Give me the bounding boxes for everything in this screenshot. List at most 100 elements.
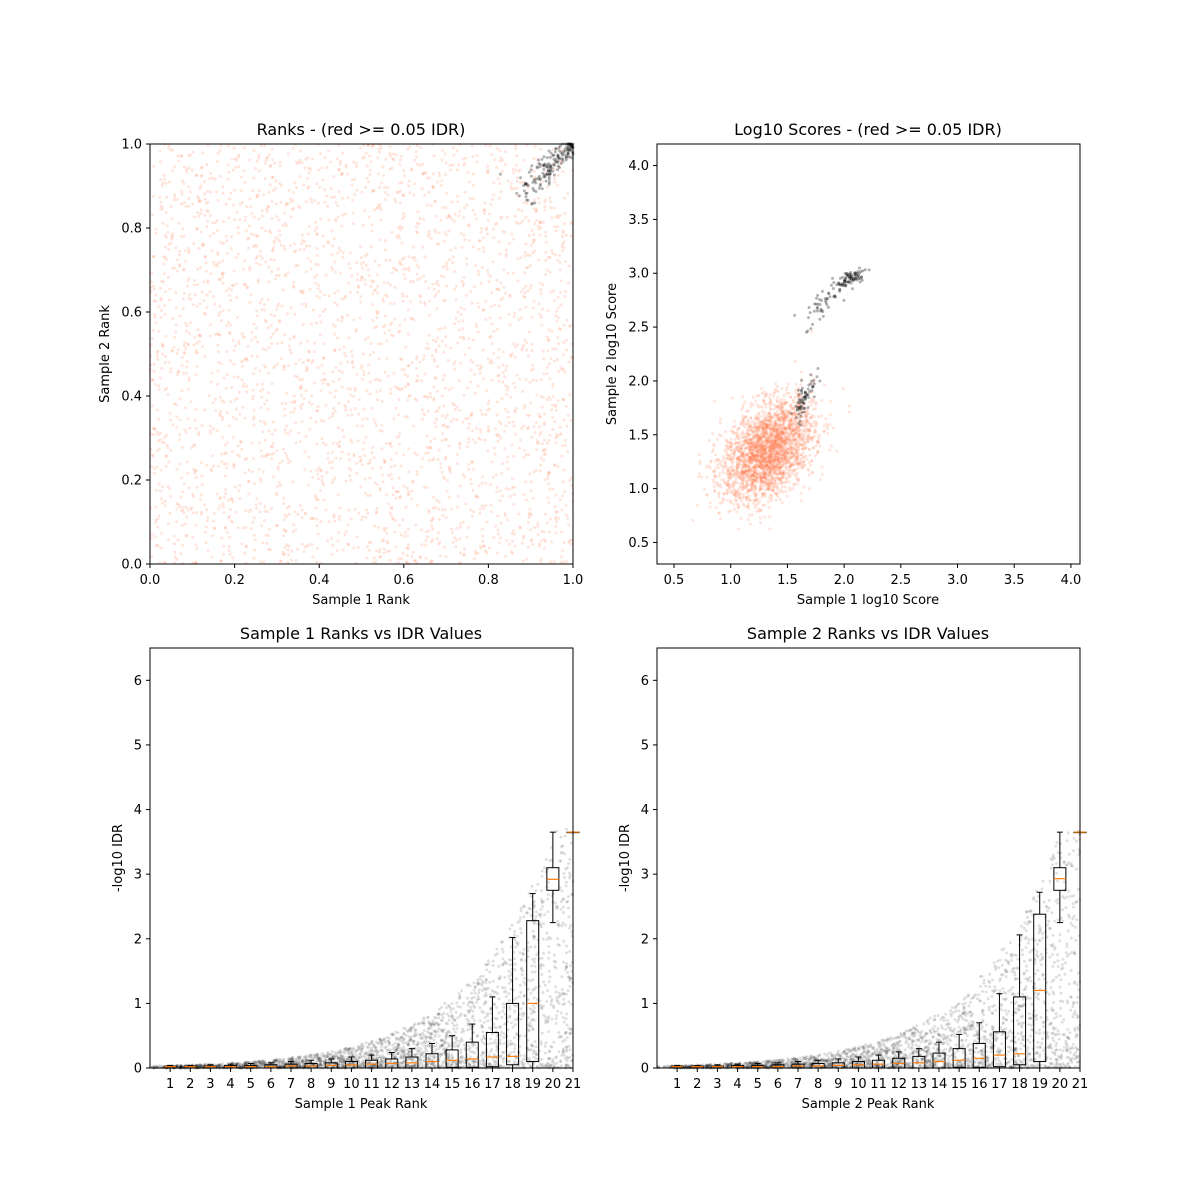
scatter-point: [371, 560, 375, 564]
scatter-point: [531, 367, 535, 371]
scatter-point: [451, 163, 455, 167]
scatter-point: [471, 360, 475, 364]
scatter-point: [544, 173, 548, 177]
scatter-point: [358, 459, 362, 463]
scatter-point: [542, 357, 546, 361]
scatter-point: [336, 318, 340, 322]
scatter-point: [411, 479, 415, 483]
scatter-point: [210, 249, 214, 253]
scatter-point: [569, 324, 573, 328]
scatter-point: [340, 297, 344, 301]
scatter-point: [792, 482, 796, 486]
scatter-point: [566, 516, 570, 520]
scatter-point: [224, 234, 228, 238]
scatter-point: [469, 368, 473, 372]
scatter-point: [543, 208, 547, 212]
scatter-point: [461, 319, 465, 323]
scatter-point: [428, 176, 432, 180]
scatter-point: [547, 162, 551, 166]
scatter-point: [203, 355, 207, 359]
scatter-point: [443, 508, 447, 512]
scatter-point: [741, 496, 745, 500]
scatter-point: [368, 380, 372, 384]
scatter-point: [383, 198, 387, 201]
scatter-point: [226, 177, 230, 181]
scatter-point: [203, 530, 207, 534]
scatter-point: [391, 152, 395, 156]
scatter-point: [289, 244, 292, 247]
scatter-point: [431, 172, 435, 176]
scatter-point: [191, 511, 195, 515]
scatter-point: [166, 275, 170, 279]
scatter-point: [401, 193, 405, 197]
scatter-point: [534, 190, 538, 193]
scatter-point: [165, 224, 169, 228]
scatter-point: [217, 507, 220, 511]
scatter-point: [185, 515, 189, 519]
scatter-point: [160, 440, 164, 444]
scatter-point: [359, 262, 363, 266]
scatter-point: [778, 462, 782, 465]
scatter-point: [347, 452, 350, 456]
scatter-point: [212, 231, 215, 235]
scatter-point: [473, 373, 477, 376]
scatter-point: [498, 196, 501, 200]
scatter-point: [353, 192, 357, 196]
scatter-point: [163, 312, 167, 316]
scatter-point: [275, 449, 279, 453]
scatter-point: [230, 283, 234, 287]
scatter-point: [471, 438, 475, 442]
scatter-point: [288, 337, 292, 341]
scatter-point: [802, 485, 806, 489]
scatter-point: [311, 308, 315, 312]
scatter-point: [556, 295, 560, 299]
scatter-point: [480, 266, 484, 269]
scatter-point: [324, 443, 328, 447]
scatter-point: [521, 219, 525, 223]
scatter-point: [343, 533, 347, 537]
scatter-point: [822, 429, 826, 433]
scatter-point: [529, 168, 533, 172]
scatter-point: [271, 420, 275, 424]
scatter-point: [562, 240, 566, 244]
scatter-point: [257, 468, 261, 471]
scatter-point: [215, 228, 219, 232]
scatter-point: [380, 424, 384, 427]
scatter-point: [251, 388, 255, 392]
scatter-point: [500, 169, 504, 173]
scatter-point: [181, 543, 185, 547]
scatter-point: [333, 324, 337, 328]
scatter-point: [299, 341, 303, 345]
scatter-point: [188, 190, 192, 194]
scatter-point: [513, 214, 517, 218]
scatter-point: [206, 279, 210, 283]
scatter-point: [427, 347, 431, 351]
scatter-point: [813, 434, 817, 438]
scatter-point: [380, 539, 384, 543]
scatter-point: [523, 251, 527, 254]
scatter-point: [288, 504, 292, 508]
scatter-point: [532, 207, 536, 211]
scatter-point: [566, 155, 570, 158]
scatter-point: [333, 291, 336, 295]
scatter-point: [356, 291, 360, 294]
scatter-point: [552, 173, 556, 177]
scatter-point: [164, 195, 168, 199]
scatter-point: [256, 234, 260, 238]
scatter-point: [747, 513, 751, 517]
scatter-point: [430, 524, 434, 528]
scatter-point: [532, 189, 536, 192]
scatter-point: [225, 462, 229, 466]
scatter-point: [221, 259, 225, 263]
scatter-point: [260, 256, 264, 260]
scatter-point: [430, 559, 434, 563]
scatter-point: [401, 299, 405, 303]
scatter-point: [263, 318, 267, 322]
scatter-point: [315, 232, 319, 236]
scatter-point: [304, 435, 308, 438]
scatter-point: [152, 471, 156, 475]
scatter-point: [297, 431, 301, 435]
scatter-point: [348, 251, 352, 255]
scatter-point: [309, 267, 313, 271]
scatter-point: [498, 159, 502, 163]
